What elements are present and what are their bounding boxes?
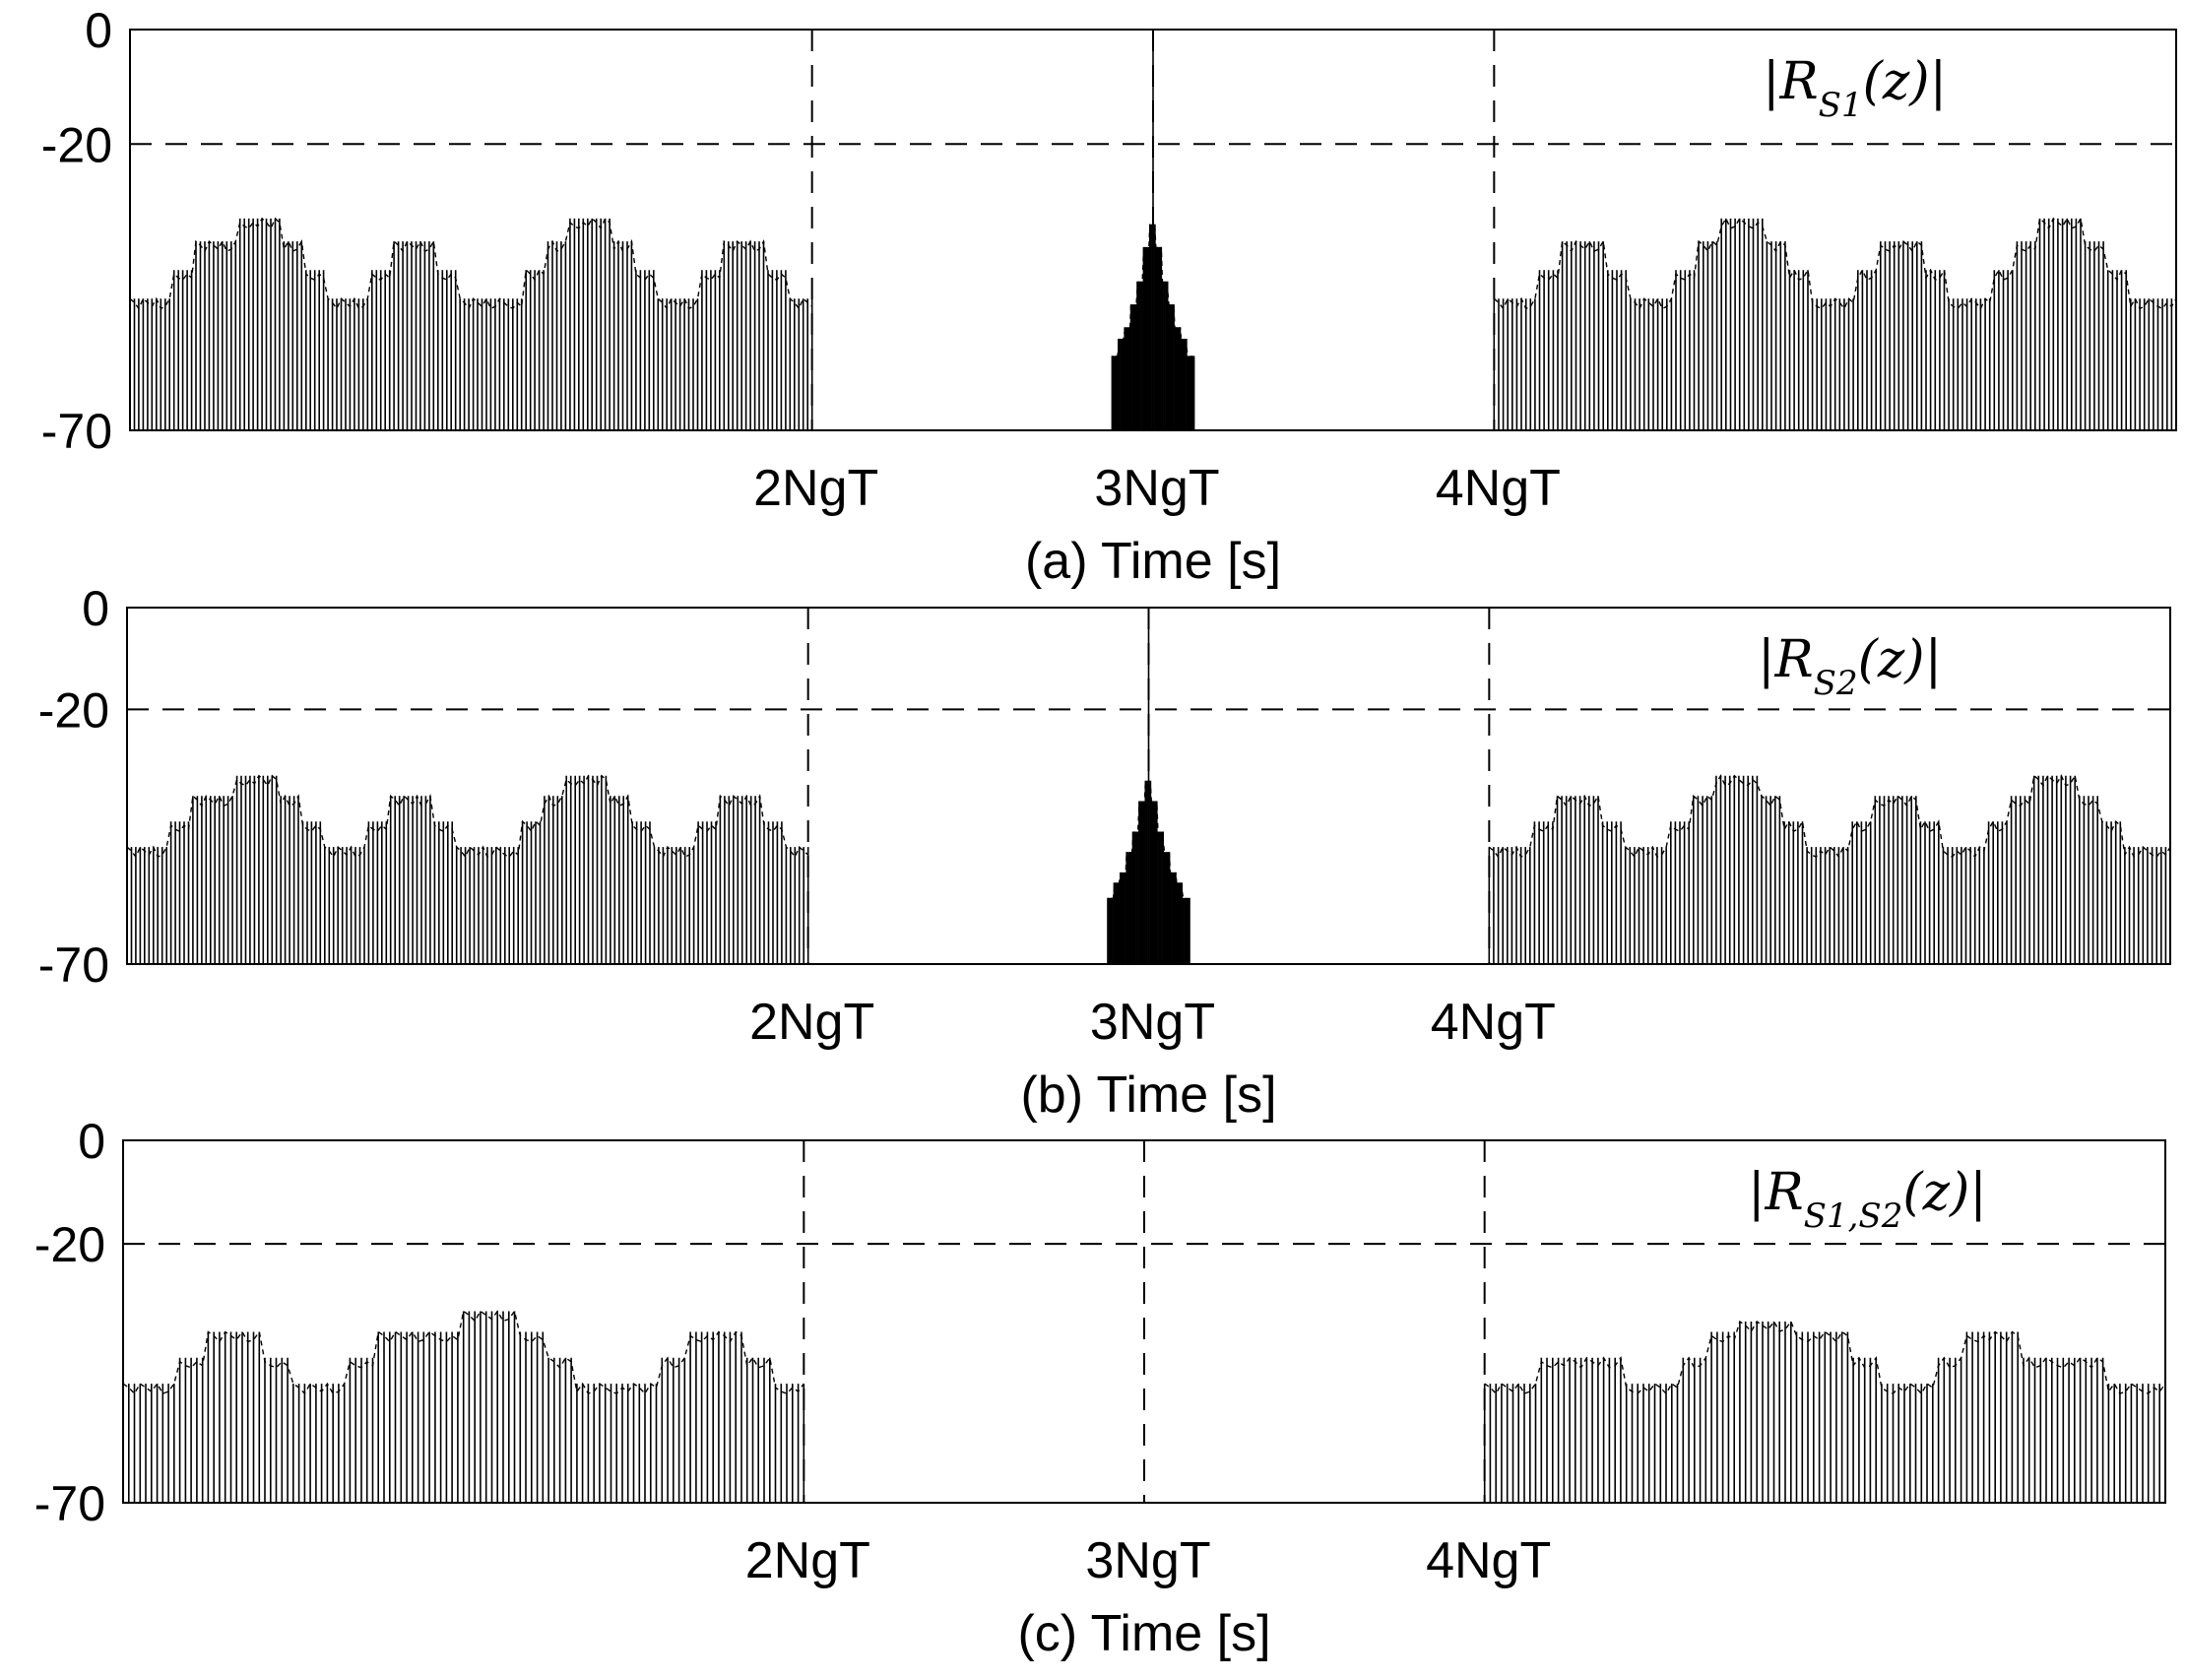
x-tick-label-b-0: 2NgT [749, 994, 874, 1051]
panel-label-sub-c: S1,S2 [1804, 1196, 1903, 1236]
envelope-a-seg2 [1493, 216, 2177, 310]
bars-a [129, 30, 2177, 430]
y-tick-label-a-0: 0 [85, 3, 112, 58]
x-tick-label-c-1: 3NgT [1085, 1532, 1210, 1589]
plot-frame-a [129, 29, 2177, 431]
bars-b [126, 608, 2171, 964]
x-tick-label-a-2: 4NgT [1436, 460, 1561, 517]
panel-label-main-b: |R [1758, 630, 1814, 689]
bars-c [122, 1309, 2166, 1503]
x-axis-label-a: (a) Time [s] [1025, 533, 1281, 590]
y-tick-label-b-1: -20 [38, 682, 109, 738]
panel-b: 0 -20 -70 2NgT 3NgT 4NgT (b) Time [s] |RS2(z)| [38, 581, 2171, 1124]
x-tick-label-b-2: 4NgT [1431, 994, 1556, 1051]
y-tick-label-a-2: -70 [41, 404, 112, 459]
envelope-b-seg0 [126, 774, 809, 859]
panel-label-c: |RS1,S2(z)| [1748, 1163, 1987, 1236]
plot-frame-c [122, 1139, 2166, 1504]
panel-label-main-a: |R [1763, 52, 1819, 111]
x-tick-label-a-0: 2NgT [753, 460, 878, 517]
envelope-a-seg0 [129, 217, 813, 310]
x-axis-label-b: (b) Time [s] [1020, 1066, 1276, 1124]
panel-label-tail-a: (z)| [1863, 52, 1948, 111]
panel-a: 0 -20 -70 2NgT 3NgT 4NgT (a) Time [s] |RS1(z)| [41, 3, 2177, 590]
panel-label-main-c: |R [1748, 1163, 1804, 1222]
panel-label-a: |RS1(z)| [1763, 52, 1947, 125]
panel-label-b: |RS2(z)| [1758, 630, 1942, 703]
envelope-c-seg1 [1484, 1320, 2166, 1395]
plot-frame-b [126, 607, 2171, 965]
y-tick-label-c-0: 0 [78, 1114, 105, 1169]
x-tick-label-a-1: 3NgT [1094, 460, 1219, 517]
x-axis-label-c: (c) Time [s] [1017, 1605, 1270, 1662]
y-tick-label-b-2: -70 [38, 937, 109, 993]
y-tick-label-a-1: -20 [41, 117, 112, 172]
y-tick-label-c-2: -70 [34, 1476, 105, 1531]
panel-label-sub-a: S1 [1819, 86, 1863, 125]
y-tick-label-c-1: -20 [34, 1217, 105, 1272]
panel-label-tail-b: (z)| [1858, 630, 1943, 689]
panel-c: 0 -20 -70 2NgT 3NgT 4NgT (c) Time [s] |RS1,S2(z… [34, 1114, 2166, 1662]
panel-label-tail-c: (z)| [1902, 1163, 1987, 1222]
y-tick-label-b-0: 0 [82, 581, 109, 636]
envelope-c-seg0 [122, 1309, 804, 1395]
envelope-b-seg2 [1488, 773, 2171, 859]
x-tick-label-c-2: 4NgT [1426, 1532, 1551, 1589]
panel-label-sub-b: S2 [1814, 664, 1858, 703]
envelope-b-seg1 [1107, 780, 1190, 908]
x-tick-label-c-0: 2NgT [745, 1532, 870, 1589]
x-tick-label-b-1: 3NgT [1090, 994, 1215, 1051]
